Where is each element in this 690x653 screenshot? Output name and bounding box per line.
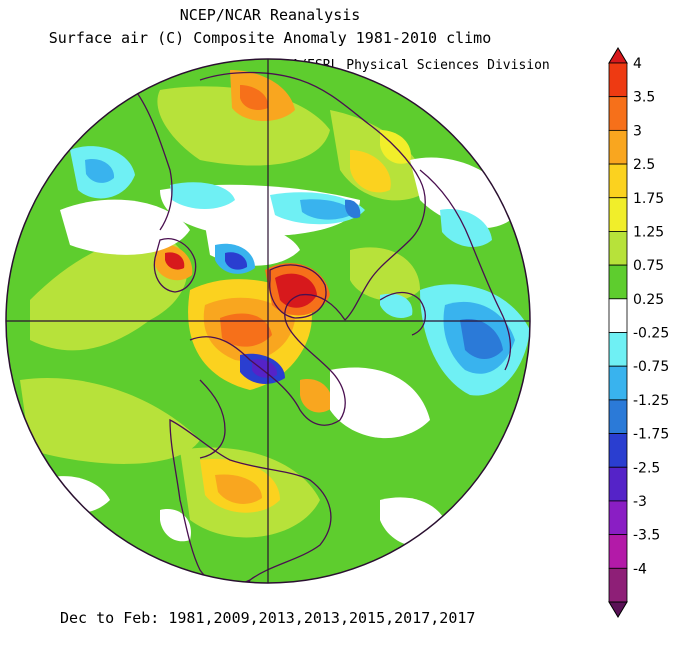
color-scale-bar: 4 3.5 3 2.5 1.75 1.25 0.75 0.25 -0.25 -0.75 -1.25 -… [608, 47, 669, 618]
colorbar-segment [608, 433, 628, 468]
colorbar-segment [608, 231, 628, 266]
colorbar-tick-label: -3 [633, 494, 647, 510]
map-subtitle: Surface air (C) Composite Anomaly 1981-2… [48, 29, 492, 47]
colorbar-tick-label: -1.75 [633, 427, 669, 443]
graticule [6, 59, 530, 583]
colorbar-tick-label: 3 [633, 123, 642, 139]
colorbar-segment [608, 197, 628, 232]
coastlines [134, 71, 512, 583]
colorbar-segment [608, 332, 628, 367]
colorbar-tick-label: -2.5 [633, 460, 660, 476]
colorbar-segment [608, 466, 628, 502]
colorbar-segment [608, 298, 628, 333]
colorbar-segment [608, 96, 628, 131]
colorbar-segment [608, 567, 628, 603]
colorbar-tick-label: -1.25 [633, 393, 669, 409]
colorbar-tick-label: 4 [633, 56, 642, 72]
colorbar-segment [608, 534, 628, 569]
colorbar-tick-label: -4 [633, 561, 647, 577]
colorbar-tick-label: -3.5 [633, 528, 660, 544]
colorbar-segment [608, 264, 628, 300]
colorbar-tick-label: 3.5 [633, 90, 655, 106]
colorbar-tick-label: -0.75 [633, 359, 669, 375]
polar-map [6, 59, 530, 583]
colorbar-segment [608, 365, 628, 401]
colorbar-segment [608, 129, 628, 165]
colorbar-tick-label: 0.75 [633, 258, 664, 274]
colorbar-max-triangle [608, 47, 628, 64]
colorbar-segment [608, 62, 628, 98]
date-range-label: Dec to Feb: 1981,2009,2013,2013,2015,201… [60, 609, 476, 627]
map-title: NCEP/NCAR Reanalysis [179, 6, 361, 24]
colorbar-tick-label: 1.25 [633, 224, 664, 240]
colorbar-min-triangle [608, 601, 628, 618]
colorbar-segment [608, 399, 628, 434]
colorbar-tick-label: -0.25 [633, 326, 669, 342]
map-boundary [5, 58, 531, 584]
colorbar-tick-label: 2.5 [633, 157, 655, 173]
colorbar-tick-label: 0.25 [633, 292, 664, 308]
colorbar-segment [608, 500, 628, 536]
colorbar-segment [608, 163, 628, 199]
colorbar-tick-label: 1.75 [633, 191, 664, 207]
